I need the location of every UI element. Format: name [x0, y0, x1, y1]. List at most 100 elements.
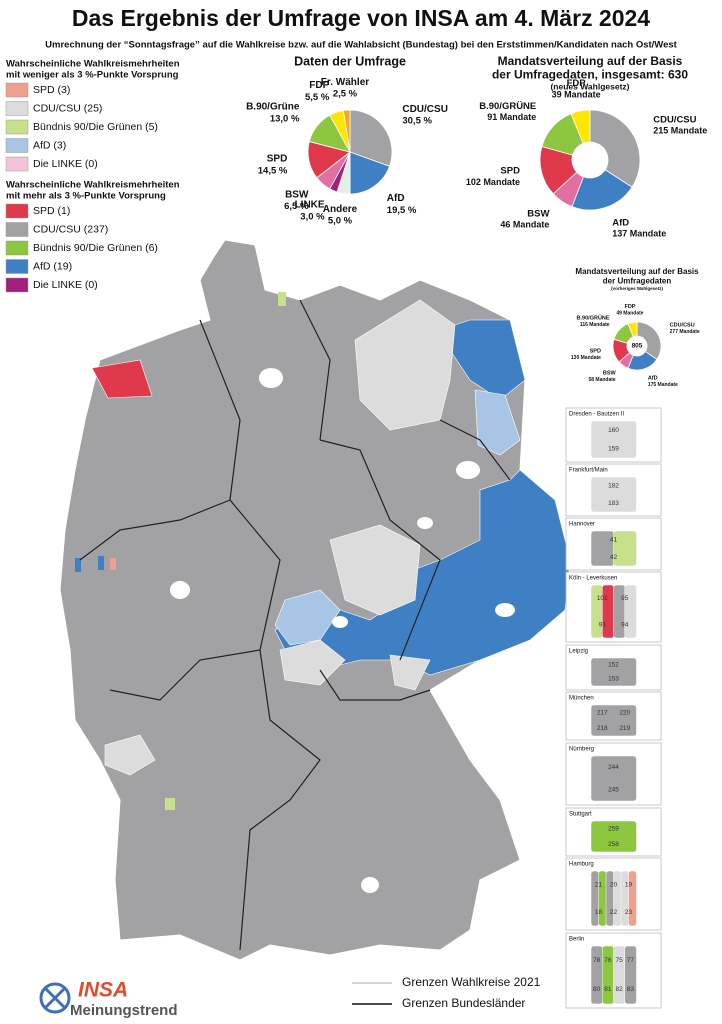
- inset-area: [613, 945, 626, 1005]
- inset-area: [590, 476, 637, 513]
- legend-label: AfD (3): [33, 139, 66, 151]
- pie-slice: [342, 109, 351, 153]
- pie-value-label: 5,5 %: [305, 92, 330, 103]
- logo-text: INSA: [78, 979, 128, 1002]
- inset-title: Hannover: [569, 522, 595, 528]
- inset-label: 218: [597, 725, 608, 732]
- pie-category: B.90/GRÜNE: [577, 314, 610, 321]
- inset-label: 81: [604, 986, 612, 993]
- region-cdu-weak: [279, 639, 346, 686]
- inset-title: Köln - Leverkusen: [569, 576, 617, 582]
- pie-value-label: 30,5 %: [402, 116, 432, 127]
- inset-label: 152: [608, 662, 619, 669]
- pie-title: Mandatsverteilung auf der Basis: [575, 267, 699, 276]
- legend-label: SPD (3): [33, 84, 70, 96]
- pie-category: SPD: [267, 154, 288, 165]
- inset-label: 80: [593, 986, 601, 993]
- region-afd: [98, 556, 104, 570]
- inset-label: 153: [608, 676, 619, 683]
- legend-heading: mit mehr als 3 %-Punkte Vorsprung: [6, 191, 166, 202]
- pie-category: BSW: [527, 208, 549, 219]
- inset-area: [590, 704, 637, 737]
- pie-category: FDP: [567, 78, 587, 89]
- legend-label: Bündnis 90/Die Grünen (6): [33, 242, 158, 254]
- inset-title: München: [569, 696, 594, 702]
- legend-swatch: [5, 259, 29, 274]
- inset-area: [590, 584, 603, 639]
- state-border: [239, 649, 321, 951]
- pie-value-label: 5,0 %: [328, 216, 353, 227]
- inset-label: 82: [616, 986, 624, 993]
- region-afd: [439, 319, 526, 401]
- city-muenchen: [361, 877, 379, 893]
- pie-subtitle: (vorheriges Wahlgesetz): [611, 286, 663, 291]
- legend-swatch: [5, 277, 29, 293]
- pie-slice: [349, 109, 393, 167]
- logo-icon: [43, 986, 67, 1010]
- legend-label: Die LINKE (0): [33, 279, 98, 291]
- map-legend-label: Grenzen Bundesländer: [402, 996, 525, 1010]
- legend-label: Die LINKE (0): [33, 158, 98, 170]
- pie-value-label: 102 Mandate: [466, 177, 520, 187]
- city-berlin: [456, 461, 480, 479]
- legend-label: CDU/CSU (237): [33, 223, 108, 235]
- pie-slice: [589, 109, 641, 188]
- legend-swatch: [5, 138, 29, 153]
- inset-title: Stuttgart: [569, 812, 592, 818]
- inset-title: Dresden - Bautzen II: [569, 412, 624, 418]
- legend-label: SPD (1): [33, 205, 70, 217]
- pie-value-label: 91 Mandate: [487, 112, 536, 122]
- inset-label: 219: [619, 725, 630, 732]
- inset-title: Berlin: [569, 937, 584, 943]
- legend-label: Bündnis 90/Die Grünen (5): [33, 121, 158, 133]
- legend-heading: Wahrscheinliche Wahlkreismehrheiten: [6, 59, 180, 70]
- inset-label: 160: [608, 427, 619, 434]
- inset-label: 182: [608, 482, 619, 489]
- inset-label: 93: [599, 621, 607, 628]
- region-cdu-weak: [354, 299, 456, 431]
- legend-swatch: [5, 222, 29, 237]
- logo: INSA Meinungstrend: [39, 979, 178, 1019]
- inset-label: 21: [595, 881, 603, 888]
- state-border: [439, 419, 511, 481]
- pie-category: CDU/CSU: [402, 104, 448, 115]
- legend-label: CDU/CSU (25): [33, 102, 102, 114]
- inset-area: [613, 870, 622, 927]
- inset-label: 183: [608, 500, 619, 507]
- pie-category: B.90/Grüne: [246, 101, 300, 112]
- inset-label: 78: [593, 957, 601, 964]
- region-afd: [75, 558, 81, 572]
- inset-area: [605, 870, 615, 927]
- legend-label: AfD (19): [33, 260, 72, 272]
- city-hamburg: [259, 368, 283, 388]
- inset-label: 83: [627, 986, 635, 993]
- region-green-weak: [165, 798, 175, 810]
- inset-label: 42: [610, 554, 618, 561]
- pie-category: SPD: [590, 348, 601, 354]
- pie-category: CDU/CSU: [670, 323, 695, 329]
- pie-category: FDP: [624, 304, 635, 310]
- pie-title: der Umfragedaten, insgesamt: 630: [492, 68, 688, 82]
- region-cdu-weak: [104, 734, 156, 776]
- page-subtitle: Umrechnung der “Sonntagsfrage” auf die W…: [45, 40, 678, 51]
- pie-category: BSW: [285, 189, 309, 200]
- pie-value-label: 58 Mandate: [588, 377, 615, 383]
- pie-total: 805: [632, 343, 643, 350]
- inset-label: 19: [625, 881, 633, 888]
- pie-value-label: 137 Mandate: [612, 229, 666, 239]
- city-dresden: [495, 603, 515, 617]
- pie-value-label: 3,0 %: [300, 211, 325, 222]
- legend-swatch: [5, 240, 29, 256]
- legend-swatch: [5, 101, 29, 116]
- state-border: [109, 499, 281, 701]
- inset-label: 75: [616, 957, 624, 964]
- pie-category: Fr. Wähler: [321, 77, 369, 88]
- inset-area: [602, 584, 615, 639]
- inset-area: [628, 870, 637, 927]
- pie-value-label: 46 Mandate: [500, 220, 549, 230]
- inset-title: Hamburg: [569, 862, 594, 868]
- page-title: Das Ergebnis der Umfrage von INSA am 4. …: [72, 5, 650, 31]
- inset-area: [590, 870, 600, 927]
- pie-value-label: 277 Mandate: [670, 329, 700, 335]
